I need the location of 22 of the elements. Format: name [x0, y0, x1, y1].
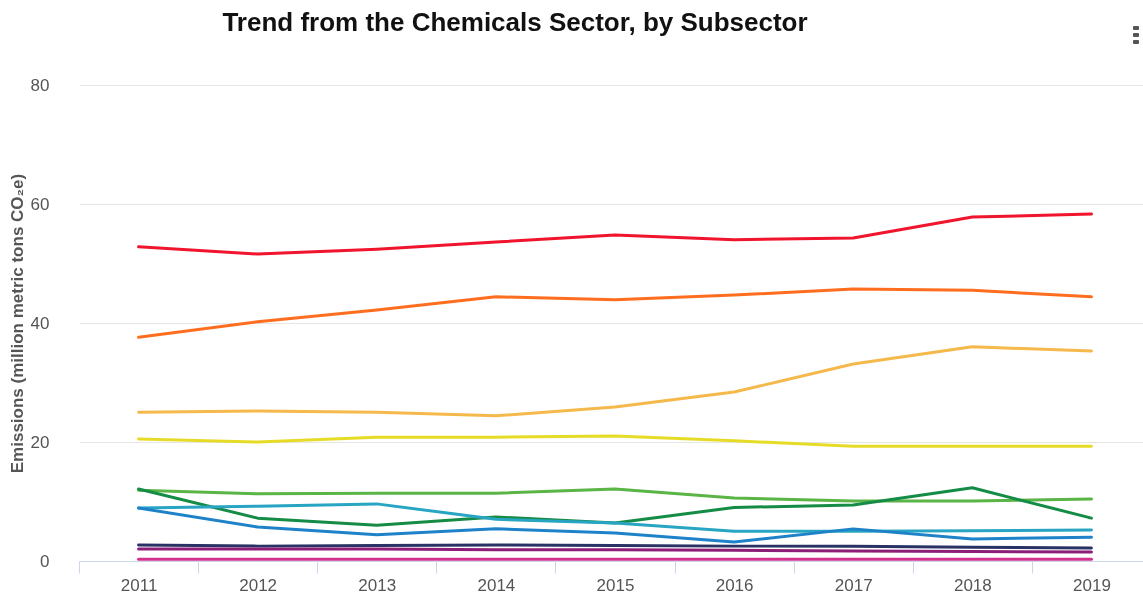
x-tick-label: 2014: [477, 575, 516, 595]
x-tick-label: 2015: [596, 575, 635, 595]
x-tick-label: 2016: [715, 575, 754, 595]
x-tick-label: 2011: [120, 575, 158, 595]
y-tick-label: 20: [30, 432, 50, 452]
x-tick-label: 2018: [953, 575, 992, 595]
x-tick-label: 2017: [834, 575, 873, 595]
x-tick-label: 2012: [239, 575, 278, 595]
y-tick-label: 60: [30, 194, 50, 214]
y-tick-label: 80: [30, 75, 50, 95]
line-series: [137, 506, 1093, 544]
x-tick-label: 2013: [358, 575, 397, 595]
x-tick-label: 2019: [1073, 575, 1111, 595]
line-series: [137, 287, 1093, 339]
y-tick-label: 40: [30, 313, 50, 333]
chart-title: Trend from the Chemicals Sector, by Subsector: [222, 7, 808, 37]
line-series: [137, 434, 1093, 448]
y-axis-title: Emissions (million metric tons CO₂e): [7, 173, 27, 474]
line-series: [137, 487, 1093, 503]
line-series: [137, 345, 1093, 418]
y-tick-label: 0: [40, 551, 50, 571]
line-series: [137, 212, 1093, 256]
